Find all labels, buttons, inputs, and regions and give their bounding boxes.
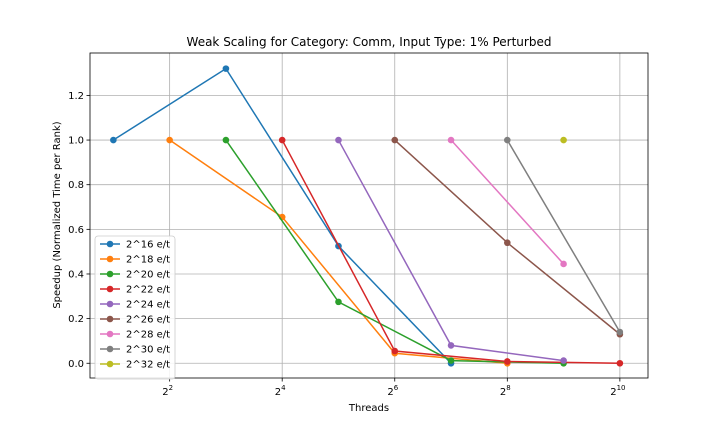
data-point (447, 342, 455, 349)
series-line (450, 139, 565, 265)
y-axis-label: Speedup (Normalized Time per Rank) (52, 121, 63, 308)
legend-item: 2^18 e/t (100, 255, 170, 266)
legend-label: 2^26 e/t (126, 315, 170, 326)
y-tick-label: 0.0 (68, 359, 84, 370)
data-point (335, 298, 342, 306)
data-point (166, 136, 173, 144)
legend: 2^16 e/t 2^18 e/t 2^20 e/t 2^22 e/t 2^24 e/t… (94, 235, 176, 380)
legend-box (94, 235, 176, 380)
data-point (616, 328, 624, 336)
data-point (560, 260, 567, 268)
legend-marker (106, 360, 114, 368)
data-point (504, 136, 511, 144)
legend-item: 2^30 e/t (100, 345, 170, 356)
legend-marker (106, 330, 114, 338)
data-point (447, 136, 455, 144)
legend-label: 2^18 e/t (126, 255, 170, 266)
legend-label: 2^24 e/t (126, 300, 170, 311)
legend-marker (106, 300, 114, 308)
legend-item: 2^26 e/t (100, 315, 170, 326)
legend-marker (106, 240, 114, 248)
legend-label: 2^30 e/t (126, 345, 170, 356)
data-point (391, 136, 399, 144)
legend-label: 2^32 e/t (126, 360, 170, 371)
legend-item: 2^22 e/t (100, 285, 170, 296)
series-2-24-e-t (335, 136, 567, 364)
legend-marker (106, 345, 114, 353)
data-point (504, 239, 511, 247)
x-tick-label: 22 (162, 384, 173, 398)
data-point (110, 136, 117, 144)
x-axis-label: Threads (348, 403, 389, 414)
y-tick-label: 0.6 (68, 225, 84, 236)
x-tick-label: 26 (387, 384, 398, 398)
x-axis: 22 24 26 28 210 (162, 378, 626, 398)
legend-item: 2^32 e/t (100, 360, 170, 371)
legend-item: 2^16 e/t (100, 240, 170, 251)
x-tick-label: 24 (275, 384, 286, 398)
grid-lines (90, 53, 648, 378)
legend-item: 2^28 e/t (100, 330, 170, 341)
x-tick-label: 28 (500, 384, 511, 398)
y-tick-label: 0.4 (68, 269, 84, 280)
y-tick-label: 1.0 (68, 136, 84, 147)
legend-marker (106, 285, 114, 293)
series-2-28-e-t (447, 136, 567, 268)
y-tick-label: 0.8 (68, 180, 84, 191)
data-point (222, 136, 230, 144)
series-line (506, 139, 621, 333)
data-point (391, 347, 399, 355)
legend-label: 2^28 e/t (126, 330, 170, 341)
series-2-30-e-t (504, 136, 624, 336)
legend-label: 2^20 e/t (126, 270, 170, 281)
series-2-32-e-t (560, 136, 567, 144)
data-point (222, 65, 230, 72)
data-point (616, 359, 624, 367)
legend-item: 2^20 e/t (100, 270, 170, 281)
data-point (335, 136, 342, 144)
series-line (112, 67, 452, 364)
legend-label: 2^22 e/t (126, 285, 170, 296)
data-point (504, 358, 511, 365)
y-tick-label: 0.2 (68, 314, 84, 325)
legend-marker (106, 315, 114, 323)
series-layer (110, 65, 624, 367)
data-point (560, 357, 567, 364)
legend-marker (106, 255, 114, 263)
data-point (447, 357, 455, 364)
chart-title: Weak Scaling for Category: Comm, Input T… (187, 35, 552, 49)
legend-item: 2^24 e/t (100, 300, 170, 311)
legend-label: 2^16 e/t (126, 240, 170, 251)
y-axis: 0.0 0.2 0.4 0.6 0.8 1.0 1.2 (68, 91, 90, 370)
data-point (278, 136, 286, 144)
data-point (560, 136, 567, 144)
legend-marker (106, 270, 114, 278)
plot-area-frame (89, 52, 649, 379)
y-tick-label: 1.2 (68, 91, 84, 102)
